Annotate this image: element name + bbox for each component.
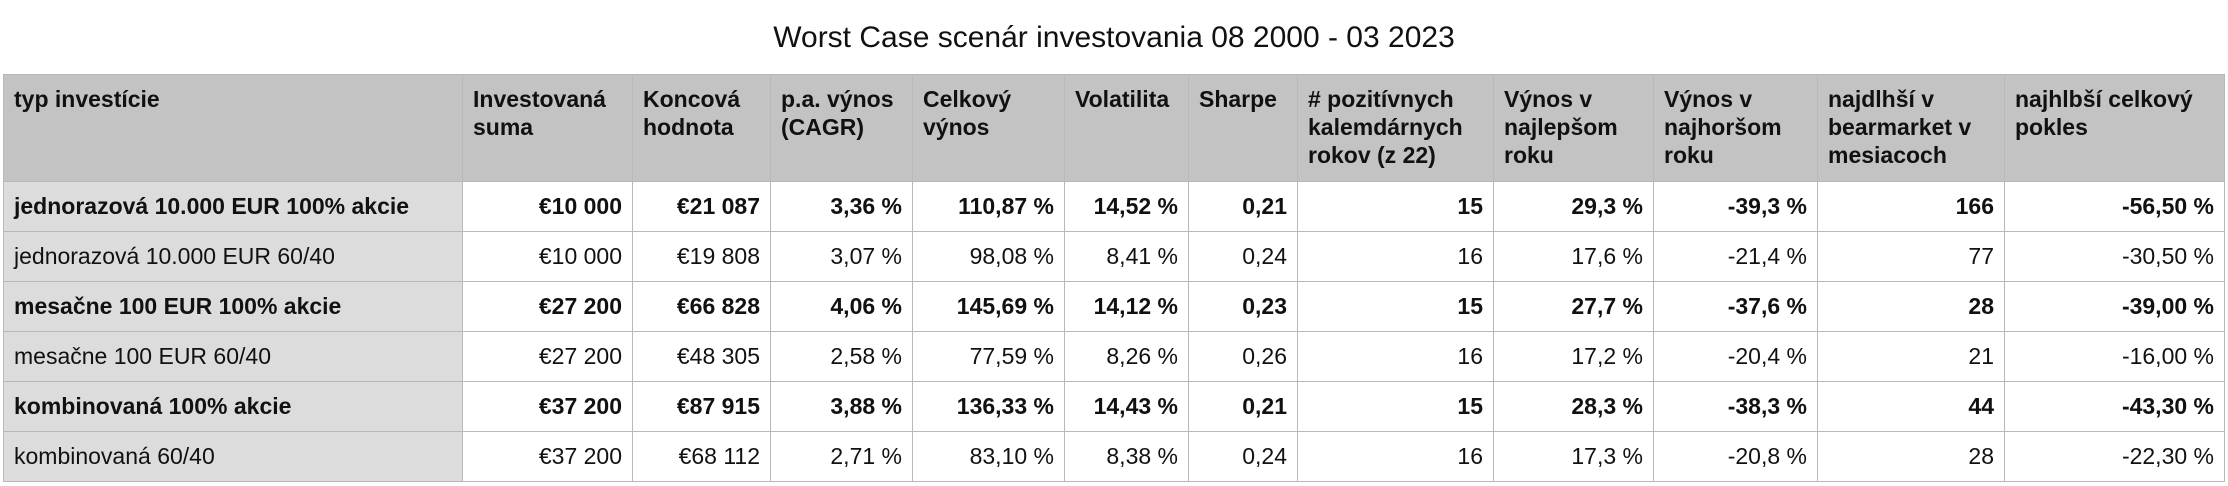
table-cell: €10 000 [462, 231, 633, 282]
table-cell: -22,30 % [2004, 431, 2225, 482]
header-row: typ investície Investovaná suma Koncová ho… [3, 74, 2225, 182]
table-cell: 28 [1817, 281, 2005, 332]
table-cell: -38,3 % [1653, 381, 1818, 432]
table-cell: 16 [1297, 331, 1494, 382]
table-cell: -20,8 % [1653, 431, 1818, 482]
table-cell: -43,30 % [2004, 381, 2225, 432]
header-cell: # pozitívnych kalemdárnych rokov (z 22) [1297, 74, 1494, 182]
table-cell: -30,50 % [2004, 231, 2225, 282]
table-cell: €27 200 [462, 331, 633, 382]
table-cell: 15 [1297, 381, 1494, 432]
table-cell: -39,00 % [2004, 281, 2225, 332]
table-cell: 77 [1817, 231, 2005, 282]
table-cell: €37 200 [462, 381, 633, 432]
row-label: mesačne 100 EUR 100% akcie [3, 281, 463, 332]
table-cell: €21 087 [632, 181, 771, 232]
table-cell: €27 200 [462, 281, 633, 332]
table-cell: €37 200 [462, 431, 633, 482]
table-row: mesačne 100 EUR 100% akcie €27 200 €66 828… [3, 281, 2225, 332]
header-cell: najdlhší v bearmarket v mesiacoch [1817, 74, 2005, 182]
table-cell: 2,58 % [770, 331, 913, 382]
table-row: mesačne 100 EUR 60/40 €27 200 €48 305 2,58 … [3, 331, 2225, 382]
row-label: kombinovaná 100% akcie [3, 381, 463, 432]
table-cell: €48 305 [632, 331, 771, 382]
table-cell: 166 [1817, 181, 2005, 232]
table-cell: 77,59 % [912, 331, 1065, 382]
table-cell: 27,7 % [1493, 281, 1654, 332]
table-cell: 3,07 % [770, 231, 913, 282]
table-body: jednorazová 10.000 EUR 100% akcie €10 000… [3, 181, 2225, 482]
table-cell: 0,24 [1188, 431, 1298, 482]
table-cell: 28 [1817, 431, 2005, 482]
table-cell: 14,52 % [1064, 181, 1189, 232]
table-cell: 3,88 % [770, 381, 913, 432]
table-row: jednorazová 10.000 EUR 100% akcie €10 000… [3, 181, 2225, 232]
table-cell: 44 [1817, 381, 2005, 432]
table-cell: €87 915 [632, 381, 771, 432]
table-cell: 17,2 % [1493, 331, 1654, 382]
table-cell: 8,41 % [1064, 231, 1189, 282]
header-cell: Výnos v najhoršom roku [1653, 74, 1818, 182]
table-cell: €19 808 [632, 231, 771, 282]
header-cell: p.a. výnos (CAGR) [770, 74, 913, 182]
table-cell: 4,06 % [770, 281, 913, 332]
table-cell: 0,24 [1188, 231, 1298, 282]
row-label: jednorazová 10.000 EUR 60/40 [3, 231, 463, 282]
table: typ investície Investovaná suma Koncová ho… [3, 74, 2225, 482]
table-cell: 2,71 % [770, 431, 913, 482]
table-cell: 0,26 [1188, 331, 1298, 382]
table-cell: €10 000 [462, 181, 633, 232]
header-cell: Celkový výnos [912, 74, 1065, 182]
row-label: mesačne 100 EUR 60/40 [3, 331, 463, 382]
table-cell: €66 828 [632, 281, 771, 332]
table-cell: -21,4 % [1653, 231, 1818, 282]
table-cell: 15 [1297, 281, 1494, 332]
table-cell: 8,26 % [1064, 331, 1189, 382]
table-cell: -39,3 % [1653, 181, 1818, 232]
table-cell: 98,08 % [912, 231, 1065, 282]
table-cell: -56,50 % [2004, 181, 2225, 232]
table-cell: 8,38 % [1064, 431, 1189, 482]
header-cell: typ investície [3, 74, 463, 182]
table-cell: 0,21 [1188, 381, 1298, 432]
header-cell: Koncová hodnota [632, 74, 771, 182]
table-cell: 110,87 % [912, 181, 1065, 232]
table-row: kombinovaná 60/40 €37 200 €68 112 2,71 % 83,… [3, 431, 2225, 482]
table-cell: 14,43 % [1064, 381, 1189, 432]
table-cell: 15 [1297, 181, 1494, 232]
table-cell: 83,10 % [912, 431, 1065, 482]
table-cell: -20,4 % [1653, 331, 1818, 382]
header-cell: Sharpe [1188, 74, 1298, 182]
table-cell: 17,3 % [1493, 431, 1654, 482]
table-cell: 29,3 % [1493, 181, 1654, 232]
table-row: jednorazová 10.000 EUR 60/40 €10 000 €19 8… [3, 231, 2225, 282]
table-cell: 145,69 % [912, 281, 1065, 332]
table-cell: 16 [1297, 431, 1494, 482]
row-label: kombinovaná 60/40 [3, 431, 463, 482]
table-cell: 0,23 [1188, 281, 1298, 332]
table-cell: -16,00 % [2004, 331, 2225, 382]
header-cell: najhlbší celkový pokles [2004, 74, 2225, 182]
table-cell: 14,12 % [1064, 281, 1189, 332]
header-cell: Volatilita [1064, 74, 1189, 182]
table-cell: 0,21 [1188, 181, 1298, 232]
table-cell: 3,36 % [770, 181, 913, 232]
table-cell: 16 [1297, 231, 1494, 282]
table-cell: 17,6 % [1493, 231, 1654, 282]
table-cell: €68 112 [632, 431, 771, 482]
table-cell: 21 [1817, 331, 2005, 382]
table-cell: -37,6 % [1653, 281, 1818, 332]
row-label: jednorazová 10.000 EUR 100% akcie [3, 181, 463, 232]
table-cell: 136,33 % [912, 381, 1065, 432]
header-cell: Investovaná suma [462, 74, 633, 182]
header-cell: Výnos v najlepšom roku [1493, 74, 1654, 182]
title: Worst Case scenár investovania 08 2000 -… [773, 21, 1455, 54]
table-row: kombinovaná 100% akcie €37 200 €87 915 3,88… [3, 381, 2225, 432]
table-cell: 28,3 % [1493, 381, 1654, 432]
